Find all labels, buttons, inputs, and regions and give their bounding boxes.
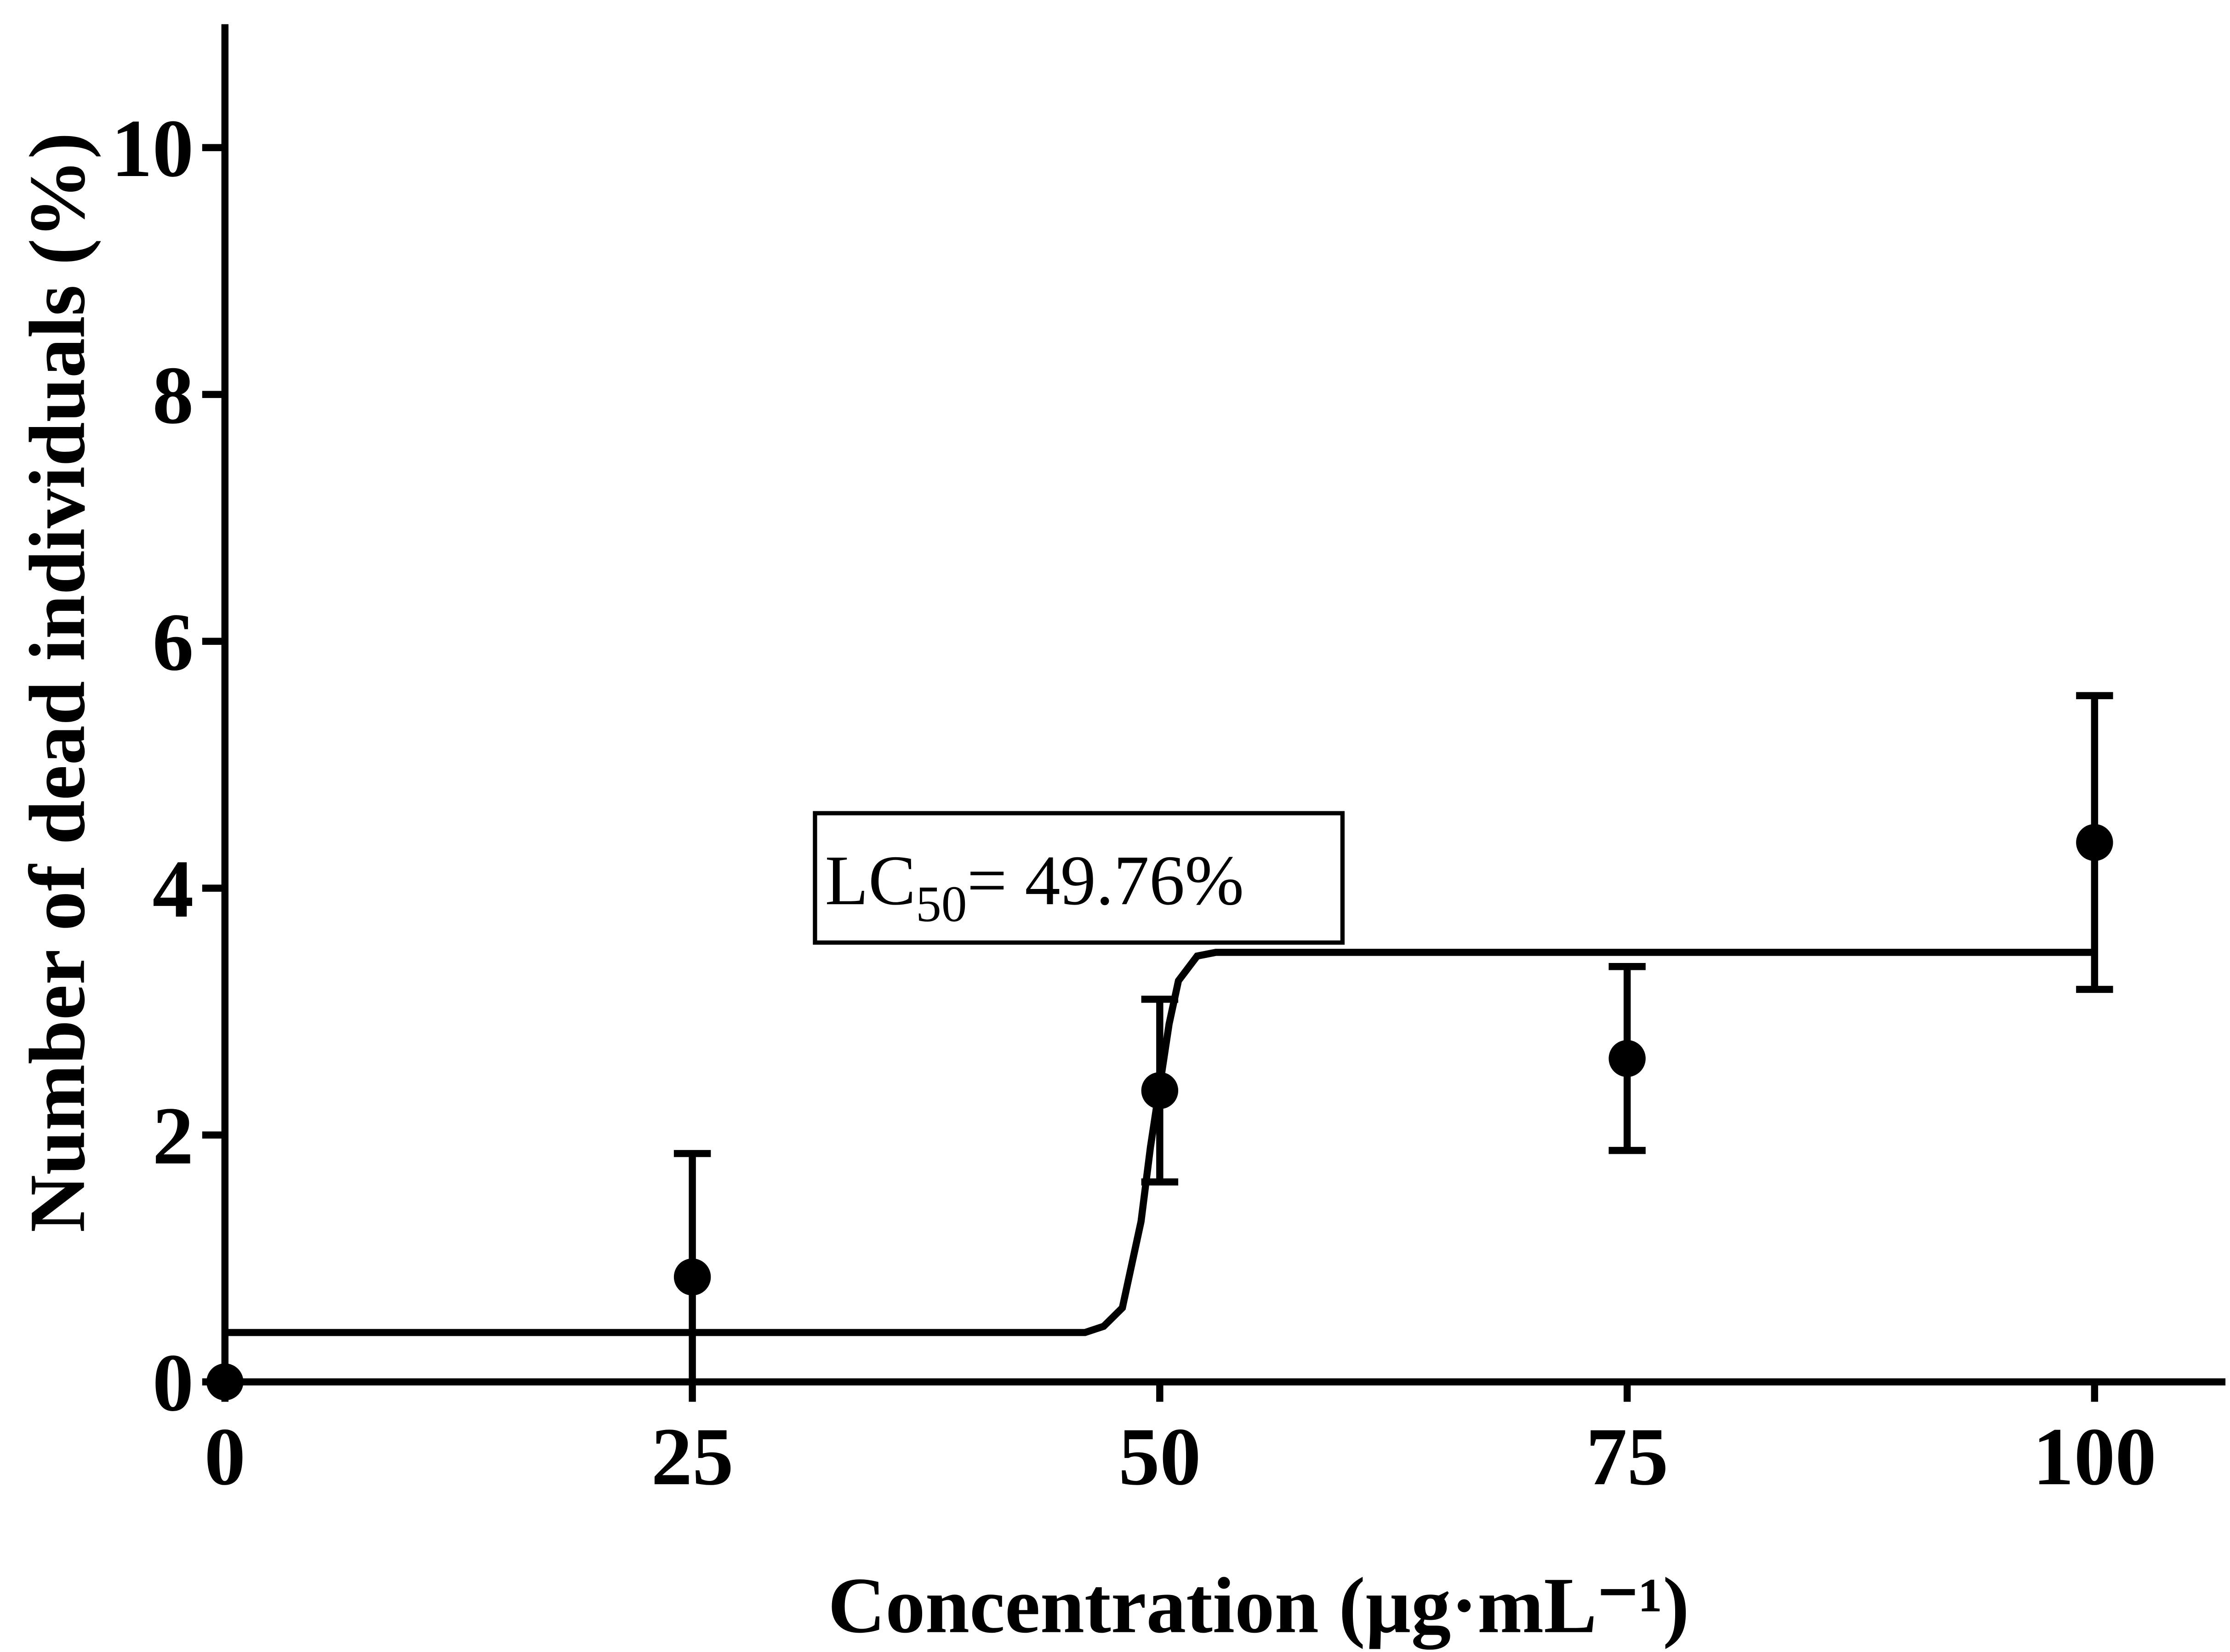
y-tick-label: 4	[153, 843, 194, 934]
y-tick-label: 0	[153, 1337, 194, 1428]
y-axis-label: Number of dead individuals (%)	[14, 132, 102, 1232]
x-tick-label: 50	[1118, 1411, 1201, 1502]
x-axis-label: Concentration (µg·mL⁻¹)	[828, 1562, 1689, 1650]
annotation-rest: = 49.76%	[967, 841, 1244, 920]
x-tick-label: 25	[651, 1411, 733, 1502]
annotation-subscript: 50	[916, 876, 967, 933]
x-tick-label: 0	[204, 1411, 245, 1502]
x-tick-label: 75	[1586, 1411, 1668, 1502]
annotation-box	[813, 811, 1345, 945]
y-tick-label: 2	[153, 1090, 194, 1181]
y-tick-label: 6	[153, 596, 194, 688]
y-tick-label: 8	[153, 349, 194, 441]
data-point	[1608, 1040, 1646, 1077]
plot-area	[225, 692, 2113, 1382]
data-point	[1141, 1072, 1179, 1109]
fit-curve	[225, 949, 2095, 1336]
annotation-main: LC	[825, 841, 916, 920]
y-tick-label: 10	[111, 103, 194, 194]
data-point	[206, 1363, 244, 1401]
x-tick-label: 100	[2033, 1411, 2156, 1502]
data-point	[673, 1258, 711, 1296]
annotation: LC50= 49.76%	[825, 841, 1244, 933]
data-point	[2076, 824, 2113, 861]
